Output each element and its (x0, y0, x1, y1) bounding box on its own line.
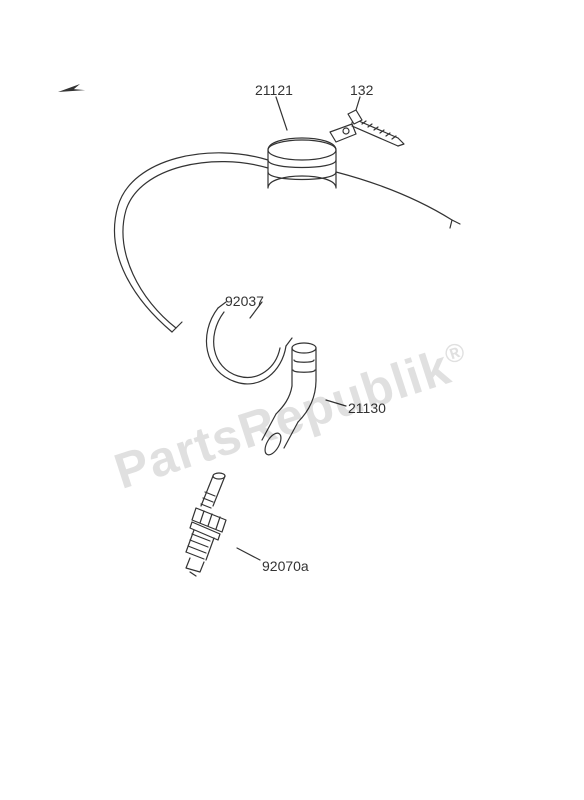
part-clamp (206, 302, 292, 384)
part-bolt (348, 110, 404, 146)
label-132: 132 (350, 82, 373, 98)
part-spark-plug (186, 473, 226, 576)
part-plug-cap (262, 343, 316, 457)
parts-diagram: 21121 132 92037 21130 92070a PartsRepubl… (0, 0, 584, 800)
leader-21121 (276, 97, 287, 130)
label-21130: 21130 (348, 400, 386, 416)
label-21121: 21121 (255, 82, 293, 98)
part-ignition-coil (114, 124, 460, 332)
diagram-svg (0, 0, 584, 800)
leader-21130 (326, 400, 346, 406)
leader-92070a (237, 548, 260, 560)
label-92037: 92037 (225, 293, 264, 309)
direction-arrow (58, 78, 85, 104)
label-92070a: 92070a (262, 558, 309, 574)
